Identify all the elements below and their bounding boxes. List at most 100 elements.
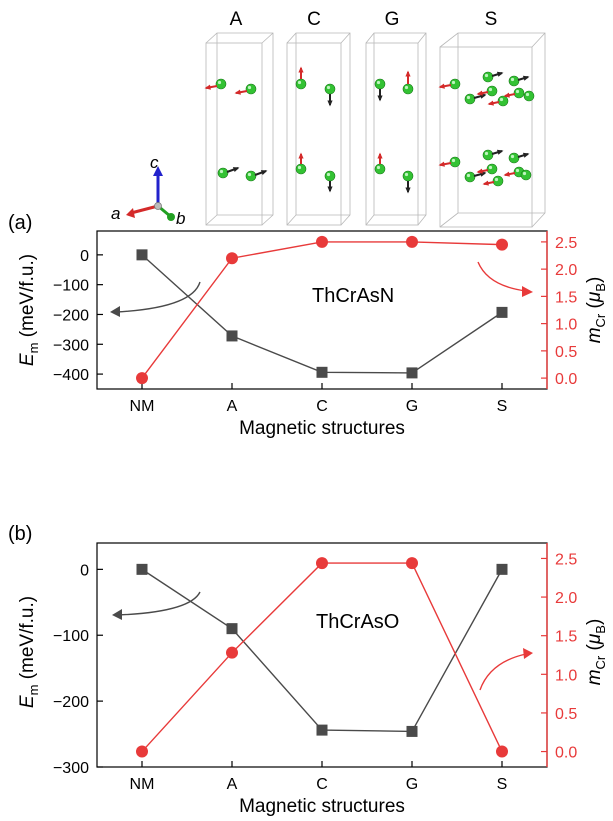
spin-arrowhead bbox=[487, 100, 494, 106]
x-tick-label: C bbox=[316, 398, 328, 415]
spin-arrowhead bbox=[234, 89, 241, 95]
atom-highlight bbox=[326, 172, 331, 177]
moment-line bbox=[141, 241, 503, 379]
atom bbox=[486, 163, 498, 175]
unit-cells bbox=[205, 32, 546, 228]
moment-point bbox=[406, 235, 418, 248]
panel-a-frame bbox=[96, 230, 548, 390]
spin-arrowhead bbox=[496, 71, 504, 77]
right-tick-label: 1.0 bbox=[555, 317, 577, 334]
atom-highlight bbox=[326, 85, 331, 90]
unit-cell-s bbox=[439, 32, 546, 228]
spin-arrowhead bbox=[298, 152, 304, 159]
atom-highlight bbox=[466, 173, 471, 178]
left-tick-label: −200 bbox=[53, 694, 89, 711]
atom-highlight bbox=[510, 77, 515, 82]
moment-point bbox=[316, 557, 328, 570]
energy-point bbox=[316, 366, 328, 378]
atom-highlight bbox=[451, 158, 456, 163]
panel-b-label: (b) bbox=[8, 523, 32, 545]
spin-arrowhead bbox=[377, 95, 383, 102]
atom-highlight bbox=[484, 73, 489, 78]
moment-point bbox=[496, 238, 508, 251]
unit-cell-c bbox=[286, 32, 351, 226]
structure-labels: A C G S bbox=[230, 9, 498, 30]
atom-highlight bbox=[376, 165, 381, 170]
spin-arrowhead bbox=[503, 171, 510, 177]
panel-b-ylabel-right: mCr (μB) bbox=[584, 619, 608, 686]
atom bbox=[374, 78, 386, 90]
left-tick-label: −200 bbox=[53, 307, 89, 324]
panel-b-left-arrow bbox=[117, 591, 201, 616]
atom bbox=[402, 83, 414, 95]
spin-arrowhead bbox=[232, 167, 240, 172]
atom bbox=[295, 163, 307, 175]
left-tick-label: −300 bbox=[53, 760, 89, 777]
energy-point bbox=[316, 724, 328, 736]
atom bbox=[497, 95, 509, 107]
spin-arrowhead bbox=[438, 83, 445, 89]
right-tick-label: 2.0 bbox=[555, 590, 577, 607]
atom bbox=[449, 78, 461, 90]
atom bbox=[374, 163, 386, 175]
atom bbox=[464, 93, 476, 105]
energy-point bbox=[226, 330, 238, 342]
moment-point bbox=[136, 372, 148, 385]
panel-b-ticks: 0 −100 −200 −300 0.0 0.5 1.0 1.5 2.0 2.5 NM A C G S bbox=[53, 551, 577, 793]
x-tick-label: S bbox=[497, 776, 508, 793]
x-tick-label: S bbox=[497, 398, 508, 415]
right-tick-label: 1.5 bbox=[555, 289, 577, 306]
energy-point bbox=[406, 725, 418, 737]
atom-highlight bbox=[488, 87, 493, 92]
panel-b-left-arrowhead bbox=[112, 609, 122, 620]
right-tick-label: 2.5 bbox=[555, 551, 577, 568]
axis-c-label: c bbox=[150, 153, 159, 172]
moment-point bbox=[496, 745, 508, 758]
panel-a-ticks: 0 −100 −200 −300 −400 0.0 0.5 1.0 1.5 2.0 2.5 NM A C G… bbox=[53, 235, 577, 415]
atom-highlight bbox=[404, 172, 409, 177]
unit-cell-a bbox=[205, 32, 274, 226]
right-tick-label: 0.0 bbox=[555, 371, 577, 388]
energy-point bbox=[136, 249, 148, 261]
spin-arrowhead bbox=[522, 75, 530, 81]
axis-c-arrowhead bbox=[153, 166, 163, 176]
right-tick-label: 1.5 bbox=[555, 629, 577, 646]
energy-point bbox=[496, 563, 508, 575]
moment-point bbox=[226, 252, 238, 265]
lattice-axes: c a b bbox=[111, 153, 185, 228]
panel-a-left-arrowhead bbox=[110, 306, 120, 317]
panel-a-ylabel-left: Em (meV/f.u.) bbox=[17, 254, 41, 366]
moment-line bbox=[141, 562, 503, 753]
right-tick-label: 1.0 bbox=[555, 667, 577, 684]
axis-b-end bbox=[167, 213, 175, 221]
atom bbox=[523, 90, 535, 102]
atom-highlight bbox=[376, 80, 381, 85]
atom-highlight bbox=[297, 165, 302, 170]
right-tick-label: 2.0 bbox=[555, 262, 577, 279]
atom bbox=[324, 170, 336, 182]
atom bbox=[520, 169, 532, 181]
moment-point bbox=[316, 235, 328, 248]
moment-point bbox=[406, 557, 418, 570]
panel-a-right-arrow bbox=[477, 261, 527, 292]
spin-arrowhead bbox=[503, 92, 510, 98]
spin-arrowhead bbox=[496, 149, 504, 155]
x-tick-label: NM bbox=[130, 398, 155, 415]
panel-b-right-arrowhead bbox=[523, 648, 533, 659]
panel-b-annotation: ThCrAsO bbox=[316, 611, 399, 633]
atom bbox=[482, 149, 494, 161]
atom-highlight bbox=[484, 151, 489, 156]
panel-b-series bbox=[136, 557, 508, 758]
left-tick-label: −100 bbox=[53, 278, 89, 295]
atom bbox=[245, 170, 257, 182]
atom-highlight bbox=[522, 171, 527, 176]
left-tick-label: −300 bbox=[53, 337, 89, 354]
atom-highlight bbox=[217, 80, 222, 85]
right-tick-label: 0.0 bbox=[555, 745, 577, 762]
atom bbox=[513, 87, 525, 99]
structure-label-c: C bbox=[307, 9, 321, 30]
left-tick-label: −100 bbox=[53, 628, 89, 645]
spin-arrowhead bbox=[327, 186, 333, 193]
atom-highlight bbox=[451, 80, 456, 85]
